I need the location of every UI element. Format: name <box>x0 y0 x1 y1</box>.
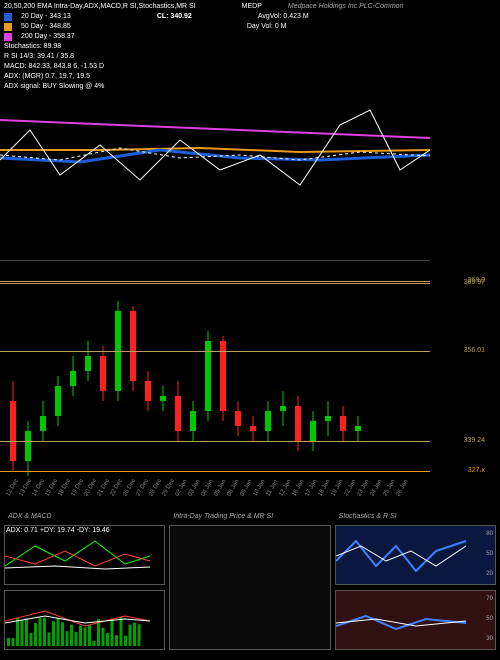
ma20-label: 20 Day - 343.13 <box>21 12 71 22</box>
adx-readout: ADX: 0.71 +DY: 19.74 -DY: 19.46 <box>6 527 110 534</box>
close-value: CL: 340.92 <box>157 12 192 22</box>
company: Medpace Holdings Inc PLC-Common <box>288 2 404 12</box>
header-info: 20,50,200 EMA Intra-Day,ADX,MACD,R SI,St… <box>4 2 496 92</box>
macd-value: MACD: 842.33, 843.8 6, -1.53 D <box>4 62 104 72</box>
rsi-value: R SI 14/3: 39.41 / 35.8 <box>4 52 74 62</box>
panel-title: Intra-Day Trading Price & MR SI <box>173 513 273 520</box>
ma50-label: 50 Day - 348.85 <box>21 22 71 32</box>
ma200-label: 200 Day - 358.37 <box>21 32 75 42</box>
day-vol: Day Vol: 0 M <box>247 22 287 32</box>
ma200-swatch <box>4 33 12 41</box>
moving-average-chart <box>0 100 430 210</box>
adx-macd-panel: ADX & MACD ADX: 0.71 +DY: 19.74 -DY: 19.… <box>4 525 165 655</box>
adx-subpanel <box>4 525 165 585</box>
stoch-subpanel: 805020 <box>335 525 496 585</box>
stoch-rsi-panel: Stochastics & R SI 805020 705030 <box>335 525 496 655</box>
candlestick-chart: 368.0365.97356.01339.24327.x 12 Dec13 De… <box>0 260 430 520</box>
ma20-swatch <box>4 13 12 21</box>
chart-title: 20,50,200 EMA Intra-Day,ADX,MACD,R SI,St… <box>4 2 196 12</box>
panel-title: ADX & MACD <box>8 513 52 520</box>
rsi-subpanel: 705030 <box>335 590 496 650</box>
ma50-swatch <box>4 23 12 31</box>
stoch-value: Stochastics: 89.98 <box>4 42 61 52</box>
intraday-panel: Intra-Day Trading Price & MR SI <box>169 525 330 655</box>
panel-title: Stochastics & R SI <box>339 513 397 520</box>
adx-signal: ADX signal: BUY Slowing @ 4% <box>4 82 104 92</box>
avg-vol: AvgVol: 0.423 M <box>258 12 309 22</box>
indicator-panels: ADX & MACD ADX: 0.71 +DY: 19.74 -DY: 19.… <box>0 525 500 655</box>
intraday-empty <box>169 525 330 650</box>
macd-subpanel <box>4 590 165 650</box>
symbol: MEDP <box>242 2 262 12</box>
adx-value: ADX: (MGR) 0.7, 19.7, 19.5 <box>4 72 90 82</box>
